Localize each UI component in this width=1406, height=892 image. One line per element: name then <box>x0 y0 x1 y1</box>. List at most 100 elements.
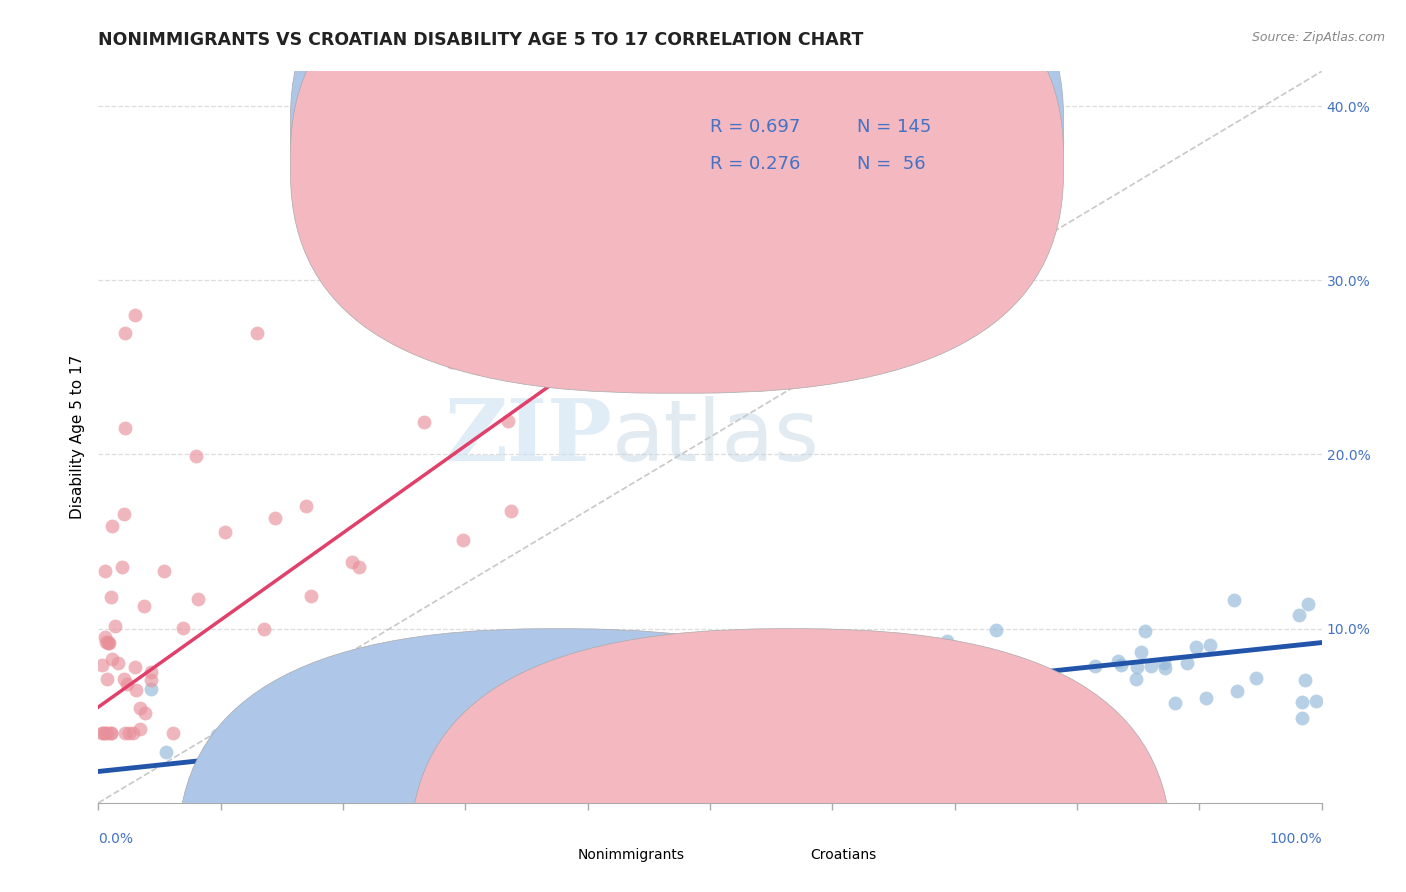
Point <box>347 559 370 574</box>
Point <box>260 733 283 747</box>
Point <box>100 518 122 533</box>
Point <box>350 723 373 737</box>
Point <box>844 653 866 667</box>
Point <box>246 763 269 777</box>
Point <box>1305 694 1327 708</box>
Point <box>633 697 655 711</box>
Point <box>271 742 294 756</box>
Point <box>716 656 738 670</box>
Point <box>118 726 141 740</box>
Point <box>1244 671 1267 685</box>
Point <box>316 721 339 735</box>
Point <box>263 510 285 524</box>
FancyBboxPatch shape <box>179 629 939 892</box>
Point <box>122 726 145 740</box>
Point <box>107 656 129 670</box>
Point <box>603 769 626 783</box>
Point <box>453 533 475 547</box>
Point <box>422 727 444 741</box>
Point <box>873 681 896 696</box>
Point <box>229 787 252 801</box>
Point <box>1164 696 1187 710</box>
Point <box>496 414 519 428</box>
Point <box>510 684 533 698</box>
Point <box>623 705 645 719</box>
Point <box>783 696 806 710</box>
Point <box>412 415 434 429</box>
Point <box>1130 645 1153 659</box>
Point <box>134 599 156 614</box>
Point <box>1002 727 1025 741</box>
Point <box>637 748 659 763</box>
Point <box>101 652 124 666</box>
Point <box>1199 638 1222 652</box>
Point <box>761 689 783 703</box>
Point <box>494 718 516 732</box>
Text: 0.0%: 0.0% <box>98 832 134 846</box>
Point <box>790 715 813 730</box>
Point <box>94 564 117 578</box>
Point <box>596 749 619 764</box>
Point <box>787 710 810 724</box>
Point <box>1175 657 1198 671</box>
Text: ZIP: ZIP <box>444 395 612 479</box>
Point <box>430 674 453 689</box>
Point <box>808 699 831 714</box>
Point <box>949 693 972 707</box>
Point <box>953 648 976 663</box>
Point <box>747 664 769 678</box>
Point <box>1294 673 1316 688</box>
Point <box>555 754 578 768</box>
Point <box>1125 660 1147 674</box>
Point <box>1133 624 1156 638</box>
Point <box>172 621 194 635</box>
Point <box>325 737 347 751</box>
Point <box>340 555 363 569</box>
Point <box>1226 684 1249 698</box>
Point <box>599 690 621 705</box>
Point <box>1153 660 1175 674</box>
Point <box>98 636 121 650</box>
Point <box>97 635 120 649</box>
Text: 100.0%: 100.0% <box>1270 832 1322 846</box>
Point <box>233 774 256 789</box>
Point <box>501 504 523 518</box>
Point <box>100 726 122 740</box>
Point <box>162 726 184 740</box>
Point <box>503 716 526 731</box>
Point <box>472 696 495 710</box>
Point <box>965 673 987 687</box>
Point <box>245 753 267 767</box>
Point <box>1109 657 1132 672</box>
Point <box>207 728 229 742</box>
Point <box>314 762 336 776</box>
Point <box>540 689 562 703</box>
Point <box>96 673 118 687</box>
Point <box>1153 656 1175 670</box>
Point <box>187 592 209 607</box>
Point <box>605 741 627 756</box>
Point <box>485 689 508 703</box>
Text: Nonimmigrants: Nonimmigrants <box>578 847 685 862</box>
Point <box>1107 654 1129 668</box>
Point <box>651 694 673 708</box>
Point <box>994 675 1017 690</box>
FancyBboxPatch shape <box>411 629 1171 892</box>
Point <box>509 729 531 743</box>
Point <box>786 670 808 684</box>
Point <box>1125 672 1147 686</box>
Point <box>104 618 127 632</box>
Point <box>419 772 441 786</box>
Point <box>1032 708 1054 723</box>
Point <box>141 665 163 679</box>
Point <box>725 651 748 665</box>
Point <box>928 717 950 731</box>
Point <box>815 698 838 713</box>
Point <box>186 450 208 464</box>
Point <box>936 633 959 648</box>
Point <box>139 682 162 697</box>
Point <box>799 668 821 682</box>
Point <box>534 719 557 733</box>
Point <box>91 657 114 672</box>
Point <box>922 649 945 664</box>
